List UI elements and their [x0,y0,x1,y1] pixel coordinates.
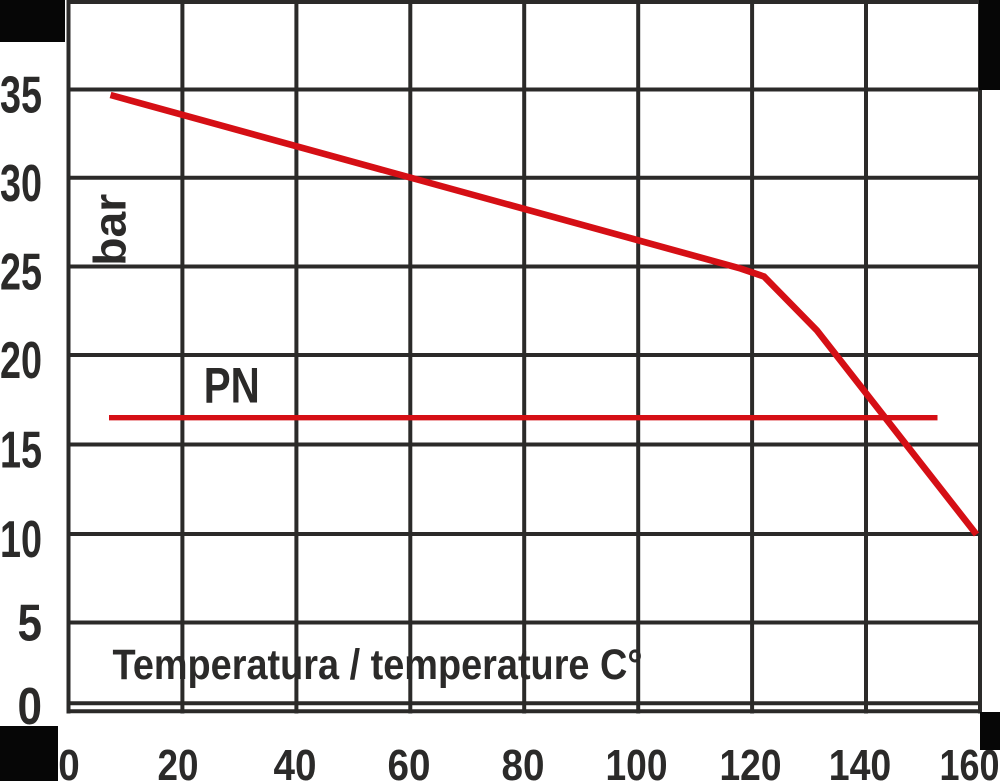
svg-text:30: 30 [0,154,42,212]
svg-text:100: 100 [606,741,668,781]
svg-text:20: 20 [0,331,42,389]
svg-text:15: 15 [0,421,42,479]
svg-text:35: 35 [0,66,42,124]
svg-text:0: 0 [18,677,43,735]
svg-text:20: 20 [158,741,199,781]
svg-text:Temperatura / temperature C°: Temperatura / temperature C° [113,641,643,689]
svg-text:PN: PN [204,358,260,414]
svg-text:140: 140 [829,741,892,781]
svg-text:5: 5 [18,594,43,652]
svg-text:60: 60 [388,741,431,781]
svg-text:0: 0 [58,741,80,781]
svg-text:120: 120 [720,741,782,781]
svg-text:bar: bar [85,193,136,265]
svg-text:80: 80 [502,741,545,781]
svg-text:40: 40 [274,741,317,781]
svg-text:25: 25 [0,243,42,301]
svg-text:10: 10 [0,510,42,568]
